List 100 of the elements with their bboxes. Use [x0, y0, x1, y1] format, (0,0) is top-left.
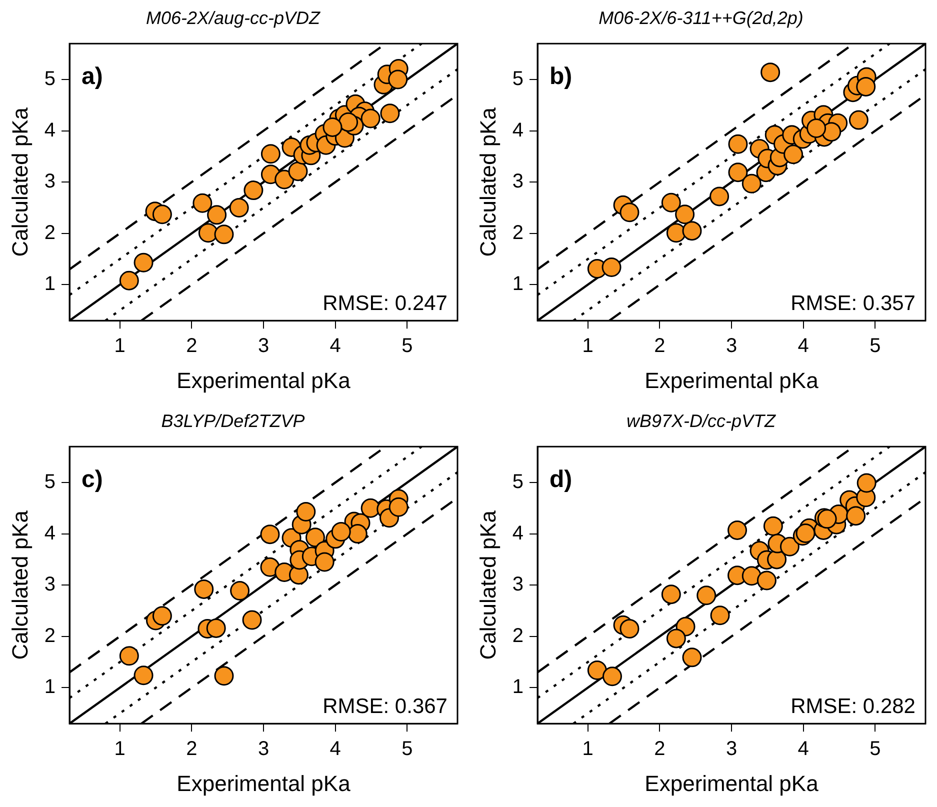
- y-tick-label: 4: [512, 119, 524, 142]
- y-tick-label: 2: [512, 222, 524, 244]
- point: [152, 204, 172, 224]
- point: [152, 606, 172, 626]
- point: [314, 552, 334, 572]
- chart-title: B3LYP/Def2TZVP: [161, 410, 305, 431]
- point: [806, 118, 826, 138]
- y-tick-label: 2: [44, 624, 56, 647]
- point: [134, 666, 154, 686]
- point: [620, 202, 640, 222]
- x-tick-label: 2: [654, 738, 666, 760]
- y-tick-label: 4: [512, 522, 524, 544]
- x-tick-label: 1: [114, 738, 126, 760]
- y-tick-label: 2: [512, 624, 524, 647]
- point: [244, 180, 264, 200]
- y-tick-label: 5: [44, 471, 56, 494]
- y-tick-label: 2: [44, 222, 56, 244]
- point: [822, 122, 842, 142]
- annotation: b): [550, 63, 572, 90]
- point: [602, 258, 622, 277]
- y-axis-title: Calculated pKa: [7, 510, 32, 660]
- point: [119, 646, 139, 666]
- point: [682, 221, 702, 241]
- annotation: RMSE: 0.357: [790, 292, 916, 315]
- point: [260, 144, 280, 164]
- x-tick-label: 3: [258, 738, 270, 760]
- y-tick-label: 5: [512, 471, 524, 494]
- x-tick-label: 3: [258, 335, 270, 358]
- point: [710, 186, 730, 206]
- y-tick-label: 5: [44, 68, 56, 90]
- point: [661, 584, 681, 604]
- point: [856, 76, 876, 96]
- point: [388, 70, 408, 90]
- x-tick-label: 3: [726, 335, 738, 358]
- point: [587, 660, 607, 680]
- x-tick-label: 2: [186, 335, 198, 358]
- point: [760, 62, 780, 82]
- x-tick-label: 5: [402, 738, 413, 760]
- point: [214, 666, 234, 686]
- x-tick-label: 4: [330, 335, 341, 358]
- chart-title: wB97X-D/cc-pVTZ: [626, 410, 777, 431]
- y-tick-label: 5: [512, 68, 524, 90]
- point: [602, 666, 622, 686]
- point: [728, 162, 748, 182]
- point: [388, 497, 408, 517]
- point: [784, 144, 804, 164]
- point: [305, 528, 325, 548]
- x-tick-label: 5: [870, 738, 881, 760]
- point: [756, 570, 776, 590]
- y-tick-label: 4: [44, 119, 56, 142]
- point: [274, 170, 294, 190]
- x-tick-label: 2: [654, 335, 666, 358]
- annotation: RMSE: 0.367: [322, 694, 448, 718]
- y-axis-title: Calculated pKa: [475, 106, 500, 257]
- point: [230, 580, 250, 600]
- y-tick-label: 4: [44, 522, 56, 544]
- y-tick-label: 1: [512, 676, 524, 698]
- x-tick-label: 5: [870, 335, 881, 358]
- point: [675, 204, 695, 224]
- point: [134, 252, 154, 272]
- y-axis-title: Calculated pKa: [475, 510, 500, 660]
- x-axis-title: Experimental pKa: [644, 368, 820, 393]
- annotation: c): [82, 466, 103, 494]
- point: [763, 516, 783, 536]
- point: [848, 110, 868, 130]
- point: [696, 586, 716, 606]
- x-tick-label: 3: [726, 738, 738, 760]
- x-tick-label: 5: [402, 335, 413, 358]
- point: [214, 224, 234, 244]
- point: [288, 162, 308, 182]
- point: [229, 198, 249, 218]
- annotation: RMSE: 0.247: [322, 292, 448, 315]
- point: [242, 610, 262, 630]
- annotation: a): [82, 63, 103, 90]
- point: [682, 648, 702, 668]
- point: [192, 193, 212, 213]
- x-tick-label: 1: [582, 335, 594, 358]
- chart-title: M06-2X/6-311++G(2d,2p): [598, 8, 804, 28]
- point: [728, 134, 748, 154]
- point: [119, 270, 139, 290]
- x-tick-label: 1: [114, 335, 126, 358]
- point: [207, 205, 227, 225]
- y-tick-label: 3: [44, 170, 56, 193]
- point: [198, 223, 218, 243]
- point: [728, 520, 748, 540]
- chart-title: M06-2X/aug-cc-pVDZ: [146, 8, 322, 28]
- point: [780, 536, 800, 556]
- point: [348, 524, 368, 544]
- x-tick-label: 2: [186, 738, 198, 760]
- annotation: d): [550, 466, 572, 494]
- point: [666, 628, 686, 648]
- x-axis-title: Experimental pKa: [176, 368, 352, 393]
- y-tick-label: 1: [44, 273, 56, 296]
- point: [620, 618, 640, 638]
- x-tick-label: 4: [798, 738, 809, 760]
- point: [260, 524, 280, 544]
- y-axis-title: Calculated pKa: [7, 106, 32, 257]
- point: [856, 473, 876, 493]
- point: [194, 579, 214, 599]
- x-tick-label: 4: [330, 738, 341, 760]
